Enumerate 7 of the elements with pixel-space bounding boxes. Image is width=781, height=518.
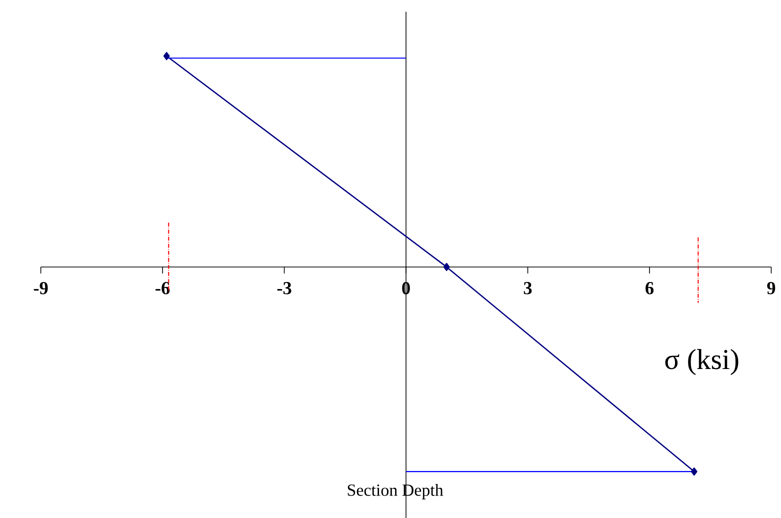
- x-tick-label: -6: [156, 282, 170, 294]
- x-tick-label: -9: [34, 282, 48, 294]
- x-axis-title: σ (ksi): [665, 349, 738, 376]
- x-tick-label: 6: [646, 282, 654, 294]
- x-tick-label: 9: [767, 282, 776, 294]
- x-tick-label: 3: [524, 282, 532, 294]
- x-tick-label: -3: [277, 282, 292, 294]
